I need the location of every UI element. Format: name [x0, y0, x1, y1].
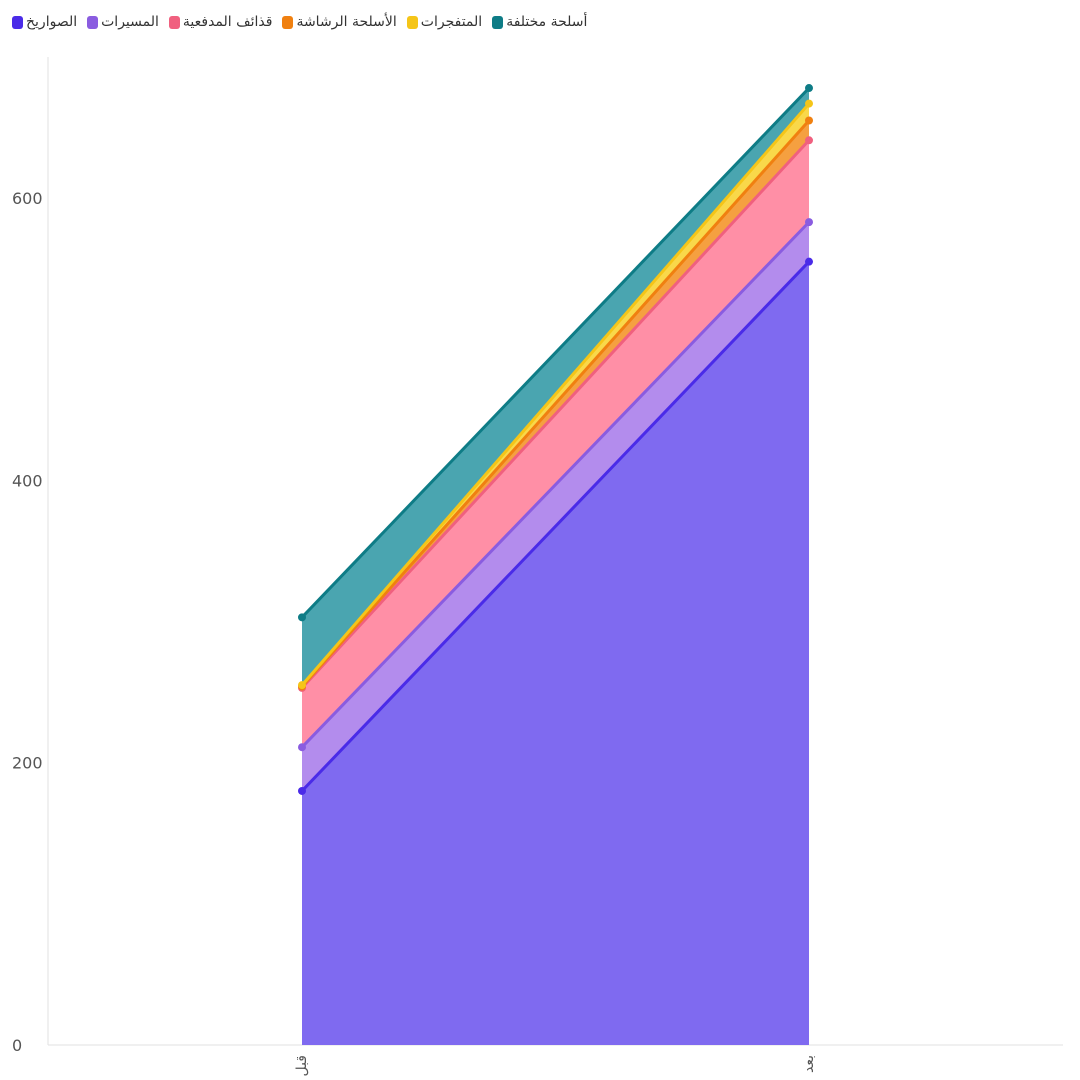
series-line — [300, 139, 811, 689]
legend-swatch — [12, 15, 23, 29]
legend-item[interactable]: المسيرات — [87, 14, 159, 30]
legend-item[interactable]: المتفجرات — [406, 14, 483, 30]
area-series — [302, 222, 809, 791]
y-tick-label: 0 — [12, 1036, 22, 1055]
data-point — [298, 613, 306, 622]
y-tick-label: 600 — [12, 189, 43, 208]
y-tick-label: 400 — [12, 471, 43, 490]
series-line — [300, 119, 811, 688]
data-point — [298, 681, 306, 690]
series-line — [300, 87, 811, 619]
legend-swatch — [87, 15, 99, 29]
legend-label: قذائف المدفعية — [182, 14, 273, 30]
data-point — [805, 218, 813, 227]
legend-label: أسلحة مختلفة — [506, 14, 588, 30]
series-line — [300, 260, 811, 792]
legend-swatch — [406, 15, 418, 29]
data-point — [805, 84, 813, 93]
legend-item[interactable]: قذائف المدفعية — [168, 14, 273, 30]
legend-swatch — [168, 15, 180, 29]
area-series — [302, 88, 809, 686]
x-tick-label: قبل — [294, 1055, 310, 1077]
legend-item[interactable]: الأسلحة الرشاشة — [282, 14, 397, 30]
legend-label: الصواريخ — [26, 14, 78, 30]
data-point — [805, 257, 813, 266]
legend: الصواريخ المسيرات قذائف المدفعية الأسلحة ال… — [12, 14, 587, 30]
legend-swatch — [492, 15, 504, 29]
legend-label: المسيرات — [101, 14, 159, 30]
x-tick-label: بعد — [801, 1055, 817, 1073]
data-point — [298, 786, 306, 795]
data-point — [805, 136, 813, 145]
area-series — [302, 140, 809, 748]
series-line — [300, 102, 811, 687]
legend-item[interactable]: الصواريخ — [12, 14, 77, 30]
legend-item[interactable]: أسلحة مختلفة — [492, 14, 587, 30]
legend-swatch — [282, 15, 294, 29]
data-point — [805, 116, 813, 125]
y-tick-label: 200 — [12, 754, 43, 773]
legend-label: الأسلحة الرشاشة — [296, 14, 397, 30]
series-line — [300, 221, 811, 749]
area-series — [302, 261, 809, 1046]
data-point — [298, 743, 306, 752]
data-point — [805, 99, 813, 108]
legend-label: المتفجرات — [420, 14, 483, 30]
